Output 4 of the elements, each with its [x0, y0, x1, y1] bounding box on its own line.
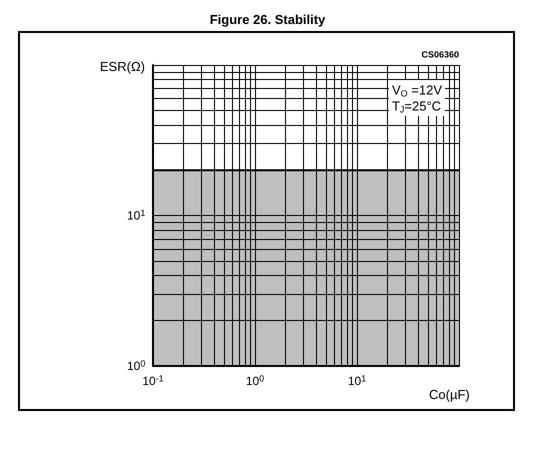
y-axis-title: ESR(Ω): [100, 59, 145, 74]
text: CS06360: [421, 50, 459, 60]
chart-title: Figure 26. Stability: [210, 12, 326, 27]
x-axis-title: Co(µF): [429, 387, 470, 402]
